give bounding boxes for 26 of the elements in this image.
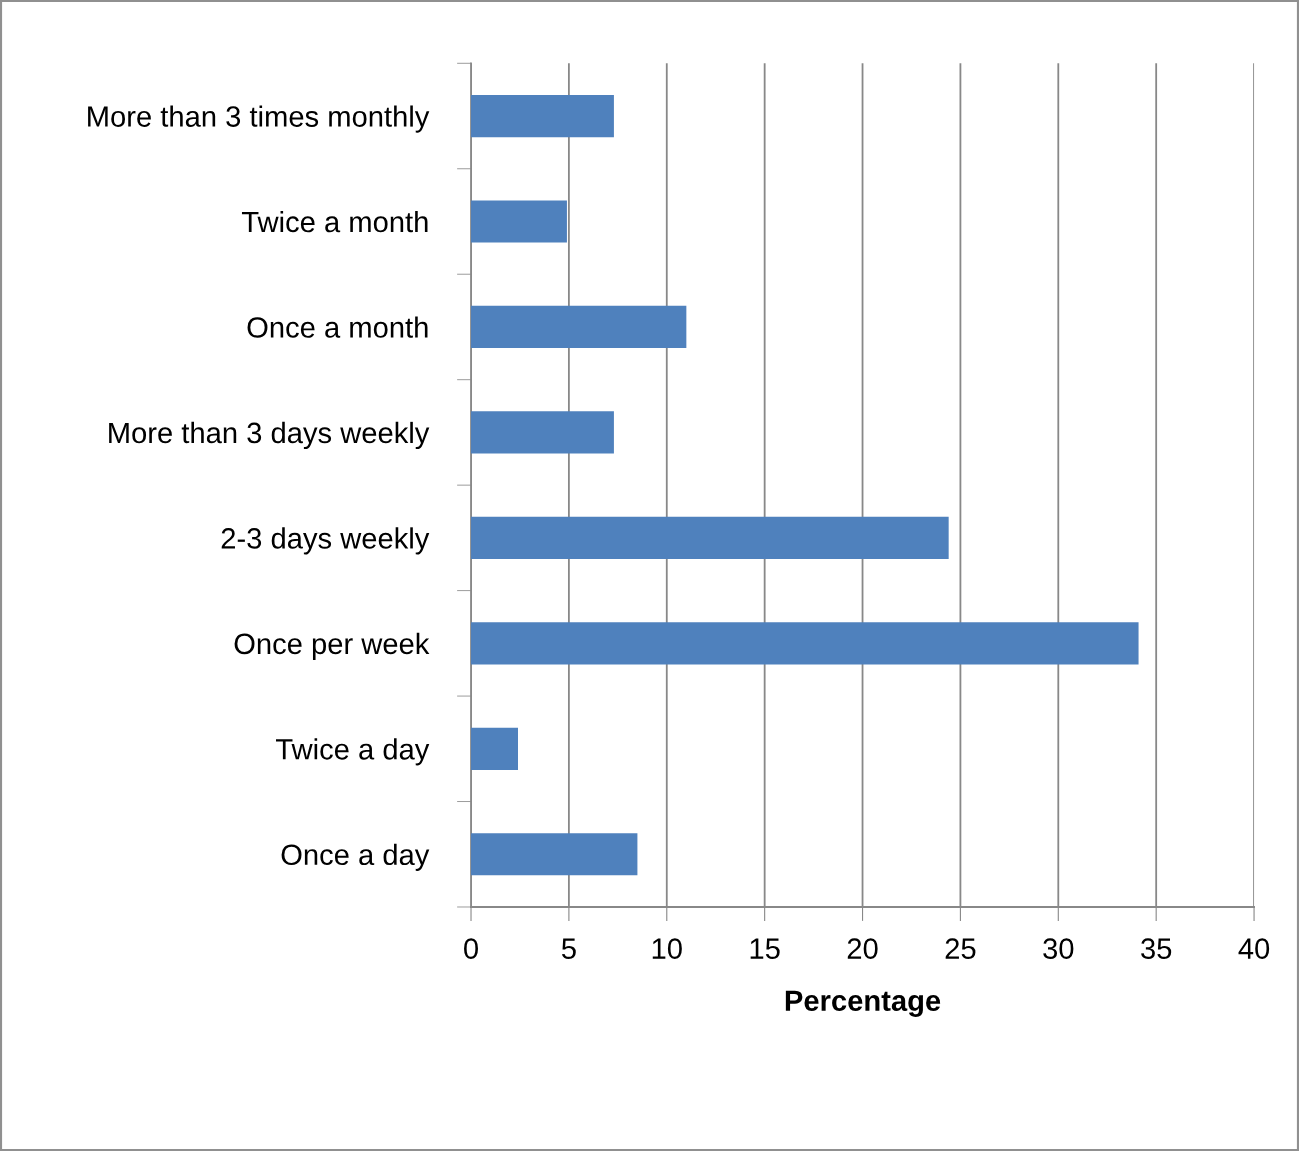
y-tick-label: Twice a day <box>276 738 430 766</box>
x-tick-label: 25 <box>945 938 976 959</box>
y-tick-label: 2-3 days weekly <box>221 527 430 555</box>
y-tick-label: Once a month <box>247 316 428 338</box>
x-tick-label: 40 <box>1238 938 1270 959</box>
x-tick-label: 5 <box>561 938 576 959</box>
y-tick-label: Once per week <box>234 632 430 660</box>
bar <box>471 411 614 454</box>
x-tick-label: 35 <box>1141 938 1172 959</box>
bar <box>471 200 567 243</box>
x-axis-title: Percentage <box>785 990 941 1017</box>
y-tick-label: More than 3 days weekly <box>109 421 430 450</box>
bar <box>471 305 687 349</box>
x-tick-label: 20 <box>847 938 878 959</box>
bar <box>471 622 1139 665</box>
bar <box>471 94 614 138</box>
y-tick-label: Twice a month <box>241 210 428 233</box>
x-tick-label: 15 <box>750 938 780 959</box>
x-tick-label: 0 <box>464 938 478 959</box>
x-tick-label: 10 <box>652 938 682 959</box>
y-tick-label: More than 3 times monthly <box>88 105 430 133</box>
x-tick-label: 30 <box>1043 938 1074 959</box>
bar <box>471 727 518 770</box>
y-tick-label: Once a day <box>281 843 430 871</box>
bar <box>471 516 949 559</box>
bar <box>471 833 638 876</box>
